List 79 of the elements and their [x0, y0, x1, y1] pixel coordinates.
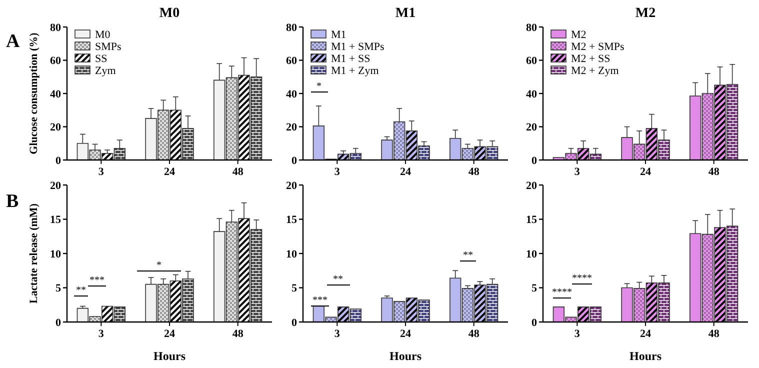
y-tick-label: 80	[50, 22, 62, 34]
legend-label: M1 + Zym	[331, 65, 380, 77]
x-tick-label: 24	[400, 328, 412, 340]
y-tick-label: 40	[286, 88, 298, 100]
y-tick-label: 80	[286, 22, 298, 34]
y-tick-label: 60	[526, 55, 538, 68]
y-tick-label: 10	[50, 248, 62, 260]
y-axis-title: Lactate release (mM)	[28, 203, 40, 304]
x-axis-title: Hours	[629, 349, 662, 363]
annotation: ****	[552, 287, 572, 298]
x-tick-label: 24	[640, 328, 652, 340]
annotation: *	[156, 260, 162, 271]
y-tick-label: 80	[526, 22, 538, 34]
text: A	[6, 31, 20, 52]
y-tick-label: 5	[56, 282, 62, 295]
y-tick-label: 10	[526, 248, 538, 260]
x-tick-label: 3	[574, 328, 580, 340]
y-tick-label: 5	[532, 282, 538, 295]
chart-title: M0	[159, 6, 180, 21]
legend-label: M1 + SMPs	[331, 41, 384, 53]
annotation: ****	[572, 273, 592, 284]
x-tick-label: 48	[708, 328, 720, 340]
x-tick-label: 24	[640, 166, 652, 178]
y-tick-label: 0	[56, 154, 62, 167]
annotation: *	[316, 81, 322, 92]
legend-label: M1 + SS	[331, 53, 370, 65]
text: B	[6, 191, 19, 212]
annotation: ***	[90, 275, 104, 286]
y-tick-label: 0	[292, 316, 298, 329]
x-tick-label: 3	[334, 328, 340, 340]
x-tick-label: 48	[708, 166, 720, 178]
legend-label: M0	[95, 29, 111, 41]
chart-title: M1	[395, 6, 416, 21]
annotation: **	[76, 285, 86, 296]
x-tick-label: 3	[574, 166, 580, 178]
y-tick-label: 40	[526, 88, 538, 100]
legend-label: M1	[331, 29, 346, 41]
y-axis-title: Glucose consumption (%)	[28, 32, 40, 154]
legend-label: M2 + SS	[571, 53, 610, 65]
y-tick-label: 15	[286, 214, 298, 226]
x-tick-label: 48	[232, 328, 244, 340]
y-tick-label: 0	[532, 154, 538, 167]
y-tick-label: 20	[526, 180, 538, 192]
x-tick-label: 3	[334, 166, 340, 178]
legend-label: M2 + Zym	[571, 65, 620, 77]
x-tick-label: 24	[164, 328, 176, 340]
y-tick-label: 0	[532, 316, 538, 329]
y-tick-label: 20	[286, 122, 298, 134]
y-tick-label: 60	[50, 55, 62, 68]
x-tick-label: 48	[468, 166, 480, 178]
y-tick-label: 0	[292, 154, 298, 167]
x-tick-label: 3	[98, 166, 104, 178]
y-tick-label: 0	[56, 316, 62, 329]
y-tick-label: 15	[50, 214, 62, 226]
x-axis-title: Hours	[153, 349, 186, 363]
y-tick-label: 5	[292, 282, 298, 295]
legend-label: SMPs	[95, 41, 122, 53]
x-tick-label: 24	[164, 166, 176, 178]
y-tick-label: 20	[50, 122, 62, 134]
legend-label: Zym	[95, 65, 116, 77]
y-tick-label: 20	[286, 180, 298, 192]
chart-title: M2	[635, 6, 656, 21]
y-tick-label: 20	[526, 122, 538, 134]
y-tick-label: 40	[50, 88, 62, 100]
y-tick-label: 15	[526, 214, 538, 226]
y-tick-label: 60	[286, 55, 298, 68]
x-tick-label: 24	[400, 166, 412, 178]
annotation: **	[333, 274, 343, 285]
y-tick-label: 10	[286, 248, 298, 260]
legend-label: SS	[95, 53, 108, 65]
y-tick-label: 20	[50, 180, 62, 192]
annotation: ***	[312, 295, 328, 306]
x-tick-label: 48	[468, 328, 480, 340]
x-tick-label: 48	[232, 166, 244, 178]
x-axis-title: Hours	[389, 349, 422, 363]
legend-label: M2	[571, 29, 586, 41]
annotation: **	[463, 250, 473, 261]
legend-label: M2 + SMPs	[571, 41, 624, 53]
x-tick-label: 3	[98, 328, 104, 340]
